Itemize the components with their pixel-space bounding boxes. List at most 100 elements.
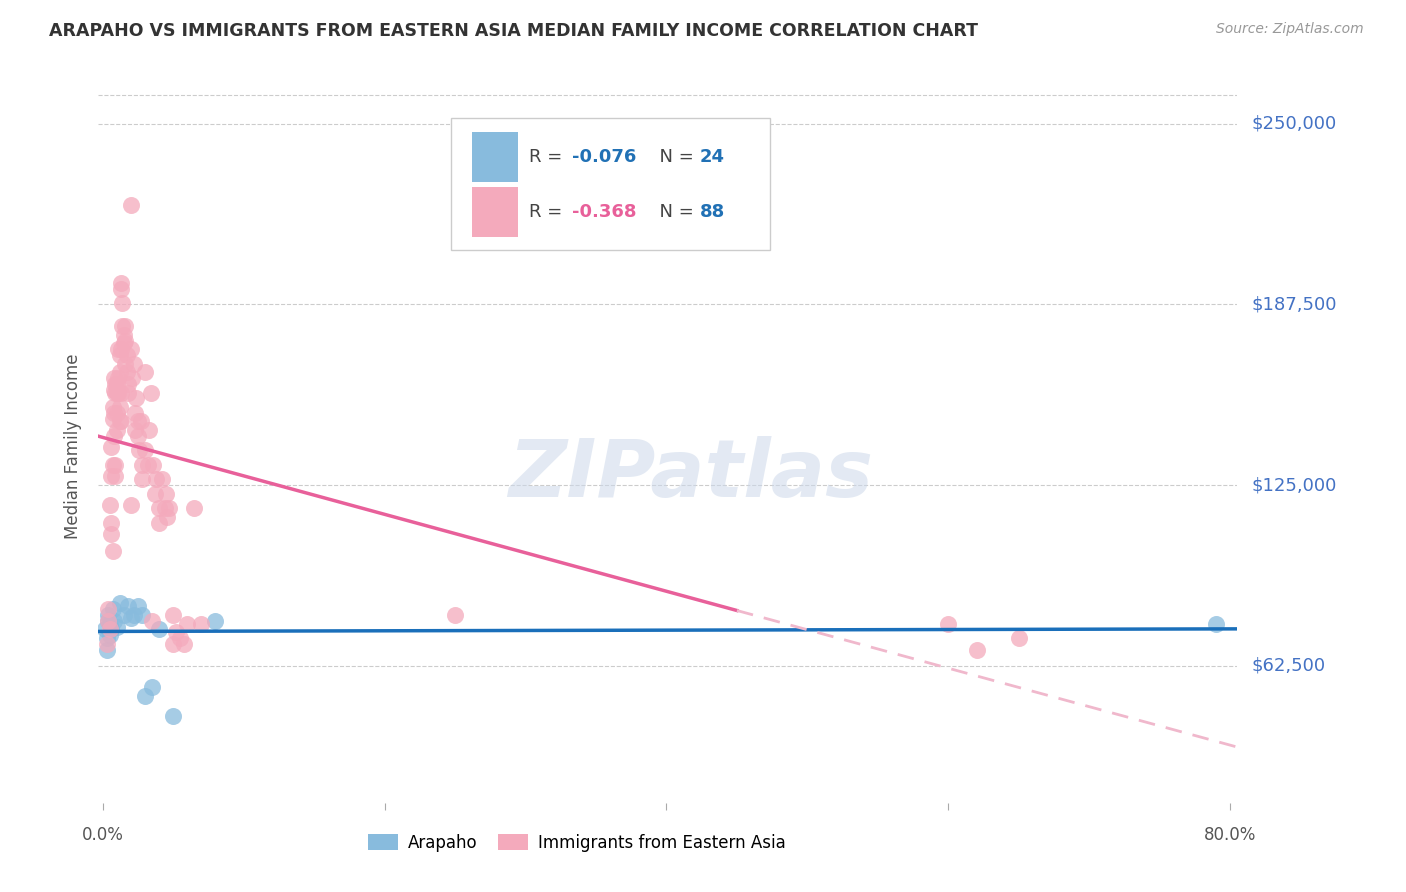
Text: $187,500: $187,500 — [1251, 295, 1337, 313]
Point — [134, 689, 156, 703]
Point — [117, 376, 139, 391]
Point — [148, 501, 170, 516]
Point — [110, 281, 132, 295]
Point — [183, 501, 205, 516]
Point — [120, 611, 142, 625]
Point — [105, 619, 128, 633]
Point — [120, 198, 142, 212]
Point — [104, 385, 127, 400]
Point — [104, 376, 127, 391]
Point — [128, 443, 150, 458]
Point — [96, 642, 118, 657]
Point — [100, 441, 122, 455]
Point — [108, 597, 131, 611]
Point — [117, 385, 139, 400]
Point — [105, 376, 128, 391]
Point — [936, 616, 959, 631]
Point — [100, 623, 122, 637]
Text: N =: N = — [648, 148, 700, 166]
Point — [190, 616, 212, 631]
Point — [104, 469, 127, 483]
Point — [97, 602, 120, 616]
Point — [122, 607, 145, 622]
Point — [101, 400, 124, 414]
Point — [131, 472, 153, 486]
Point — [112, 336, 135, 351]
Point — [129, 414, 152, 428]
Point — [145, 472, 167, 486]
Point — [115, 365, 138, 379]
Text: ARAPAHO VS IMMIGRANTS FROM EASTERN ASIA MEDIAN FAMILY INCOME CORRELATION CHART: ARAPAHO VS IMMIGRANTS FROM EASTERN ASIA … — [49, 22, 979, 40]
Point — [100, 469, 122, 483]
Point — [134, 365, 156, 379]
Text: 24: 24 — [700, 148, 724, 166]
Text: 0.0%: 0.0% — [82, 826, 124, 844]
Point — [94, 623, 117, 637]
Point — [107, 385, 129, 400]
Point — [155, 486, 177, 500]
Text: R =: R = — [529, 203, 568, 221]
Text: -0.368: -0.368 — [572, 203, 637, 221]
Point — [120, 498, 142, 512]
Point — [444, 607, 467, 622]
Point — [103, 614, 125, 628]
Point — [103, 429, 125, 443]
Point — [101, 544, 124, 558]
Point — [101, 602, 124, 616]
Text: R =: R = — [529, 148, 568, 166]
Point — [105, 385, 128, 400]
Point — [131, 607, 153, 622]
Point — [108, 400, 131, 414]
Point — [127, 599, 149, 614]
Point — [110, 385, 132, 400]
Point — [153, 501, 176, 516]
Point — [125, 392, 148, 406]
Point — [115, 348, 138, 362]
Point — [136, 458, 159, 472]
Point — [143, 486, 166, 500]
Text: N =: N = — [648, 203, 700, 221]
Point — [150, 472, 173, 486]
Point — [105, 423, 128, 437]
Point — [110, 276, 132, 290]
Point — [124, 406, 146, 420]
Point — [142, 458, 165, 472]
Point — [165, 625, 187, 640]
Point — [139, 385, 162, 400]
Point — [108, 348, 131, 362]
Point — [176, 616, 198, 631]
Point — [157, 501, 180, 516]
Text: 80.0%: 80.0% — [1204, 826, 1257, 844]
Point — [173, 637, 195, 651]
Point — [114, 334, 136, 348]
Point — [96, 631, 118, 645]
Point — [108, 414, 131, 428]
Point — [100, 527, 122, 541]
Point — [98, 616, 121, 631]
FancyBboxPatch shape — [451, 118, 770, 250]
Point — [105, 406, 128, 420]
Point — [101, 458, 124, 472]
Point — [120, 342, 142, 356]
Point — [148, 516, 170, 530]
Point — [169, 631, 191, 645]
Legend: Arapaho, Immigrants from Eastern Asia: Arapaho, Immigrants from Eastern Asia — [361, 828, 792, 859]
Point — [96, 637, 118, 651]
Point — [98, 628, 121, 642]
Point — [141, 680, 163, 694]
Point — [107, 342, 129, 356]
Text: $125,000: $125,000 — [1251, 476, 1337, 494]
Point — [108, 365, 131, 379]
Point — [124, 423, 146, 437]
Point — [121, 371, 143, 385]
Point — [162, 607, 184, 622]
Point — [162, 637, 184, 651]
Point — [162, 709, 184, 723]
Point — [111, 319, 134, 334]
Point — [131, 458, 153, 472]
Text: ZIPatlas: ZIPatlas — [508, 435, 873, 514]
Point — [1205, 616, 1227, 631]
Point — [156, 509, 179, 524]
Point — [127, 414, 149, 428]
Point — [1008, 631, 1031, 645]
